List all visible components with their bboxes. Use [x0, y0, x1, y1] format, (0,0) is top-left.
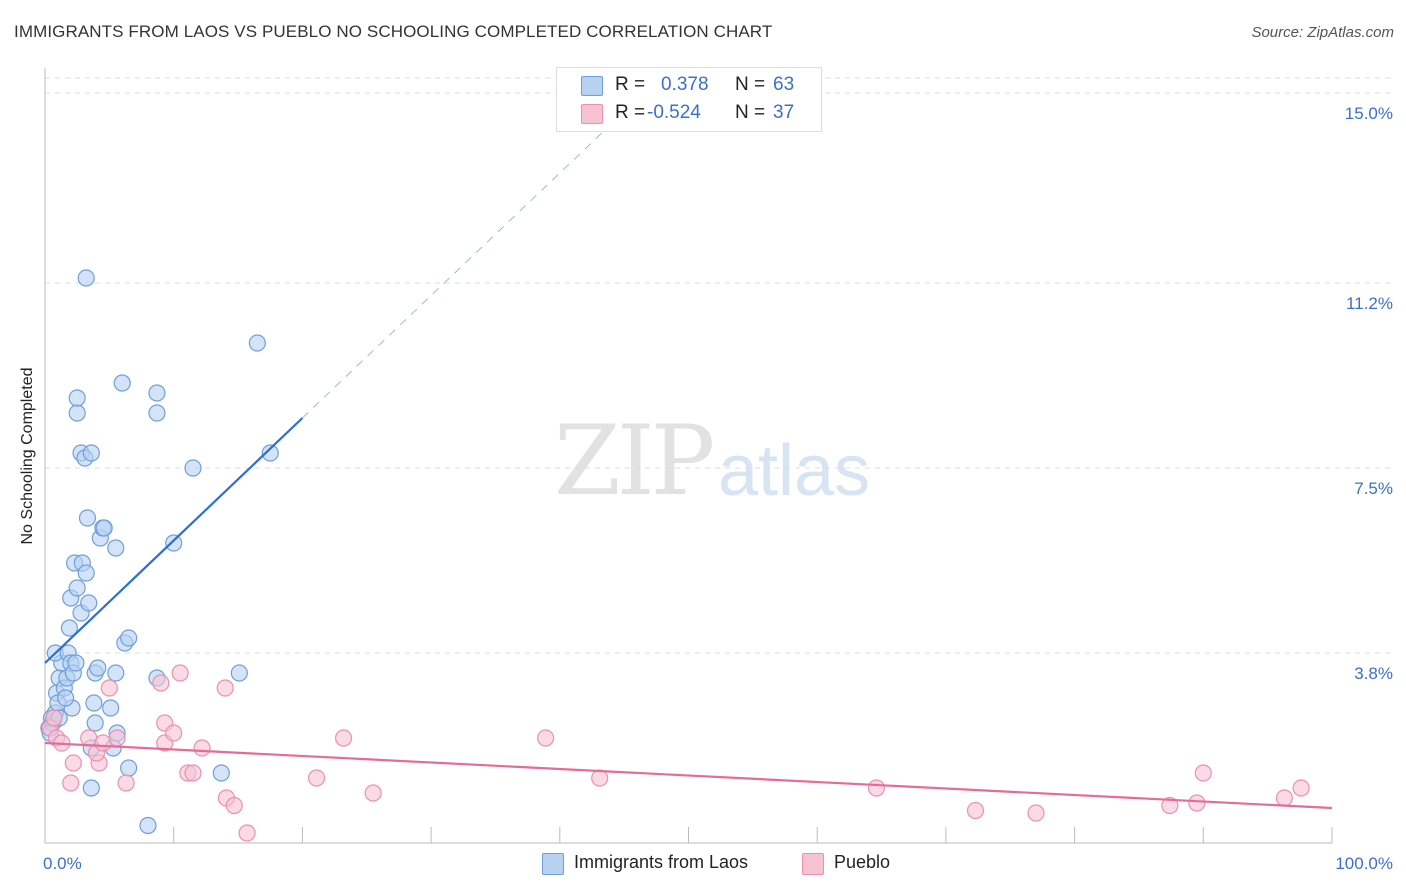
pueblo-point: [184, 764, 202, 782]
pueblo-point: [152, 674, 170, 692]
laos-point: [68, 389, 86, 407]
pueblo-point: [117, 774, 135, 792]
laos-swatch-icon: [581, 76, 603, 96]
pueblo-point: [45, 709, 63, 727]
laos-point: [212, 764, 230, 782]
pueblo-point: [334, 729, 353, 747]
y-tick-label: 3.8%: [1354, 664, 1393, 683]
laos-point: [86, 714, 104, 732]
laos-point: [120, 629, 138, 647]
pueblo-point: [238, 824, 256, 842]
laos-point: [95, 519, 113, 537]
laos-point: [107, 664, 125, 682]
laos-point: [148, 384, 166, 402]
laos-trend-extension: [302, 117, 619, 419]
laos-point: [230, 664, 248, 682]
n-value: 63: [773, 74, 795, 95]
y-tick-label: 15.0%: [1345, 104, 1393, 123]
laos-point: [82, 779, 100, 797]
laos-point: [184, 459, 202, 477]
laos-point: [77, 564, 95, 582]
pueblo-point: [171, 664, 189, 682]
n-label: N =: [735, 74, 766, 95]
laos-point: [56, 689, 75, 707]
laos-point: [148, 404, 166, 422]
pueblo-point: [108, 729, 126, 747]
pueblo-swatch-icon: [581, 104, 603, 124]
laos-point: [67, 654, 85, 672]
source-label: Source: ZipAtlas.com: [1251, 24, 1394, 41]
laos-point: [139, 816, 157, 835]
laos-point: [102, 699, 120, 717]
y-tick-label: 7.5%: [1354, 479, 1393, 498]
legend-label-laos: Immigrants from Laos: [574, 852, 749, 872]
x-tick-label: 100.0%: [1335, 854, 1393, 873]
pueblo-point: [1027, 804, 1045, 822]
watermark-atlas: atlas: [718, 431, 871, 511]
n-label: N =: [735, 102, 766, 123]
pueblo-point: [867, 779, 886, 797]
watermark-zip: ZIP: [554, 405, 715, 517]
pueblo-point: [364, 784, 382, 802]
pueblo-point: [62, 774, 80, 792]
laos-point: [261, 444, 279, 462]
laos-point: [120, 759, 138, 777]
laos-point: [78, 509, 97, 527]
y-tick-label: 11.2%: [1346, 294, 1393, 313]
pueblo-point: [100, 679, 118, 697]
pueblo-point: [225, 796, 243, 815]
pueblo-point: [307, 769, 326, 787]
laos-point: [89, 659, 107, 677]
laos-point: [68, 404, 86, 422]
laos-point: [107, 539, 125, 557]
laos-point: [165, 534, 183, 552]
pueblo-point: [64, 754, 82, 772]
pueblo-point: [1275, 789, 1293, 807]
laos-point: [113, 374, 131, 392]
r-label: R =: [615, 74, 646, 95]
pueblo-swatch-icon: [802, 853, 824, 875]
x-tick-label: 0.0%: [43, 854, 82, 873]
laos-point: [82, 444, 100, 462]
pueblo-point: [1161, 796, 1179, 815]
n-value: 37: [773, 102, 795, 123]
pueblo-point: [537, 729, 555, 747]
laos-point: [68, 579, 86, 597]
pueblo-point: [1188, 794, 1206, 812]
pueblo-trend-line: [44, 741, 1333, 810]
chart-title: IMMIGRANTS FROM LAOS VS PUEBLO NO SCHOOL…: [14, 22, 773, 41]
laos-trend-line: [44, 417, 304, 664]
pueblo-point: [165, 724, 183, 742]
legend-label-pueblo: Pueblo: [834, 852, 891, 872]
laos-swatch-icon: [542, 853, 564, 875]
pueblo-point: [216, 679, 234, 697]
laos-point: [77, 269, 95, 287]
laos-point: [60, 619, 79, 637]
pueblo-point: [1292, 779, 1310, 797]
laos-point: [80, 594, 98, 612]
r-value: -0.524: [647, 102, 701, 123]
r-value: 0.378: [661, 74, 709, 95]
pueblo-point: [966, 801, 985, 820]
r-label: R =: [615, 102, 646, 123]
laos-point: [248, 334, 266, 352]
laos-point: [85, 694, 103, 712]
pueblo-point: [1194, 764, 1212, 782]
pueblo-point: [591, 769, 609, 787]
pueblo-point: [193, 739, 211, 757]
correlation-legend: R = 0.378 N = 63 R = -0.524 N = 37: [556, 67, 822, 132]
